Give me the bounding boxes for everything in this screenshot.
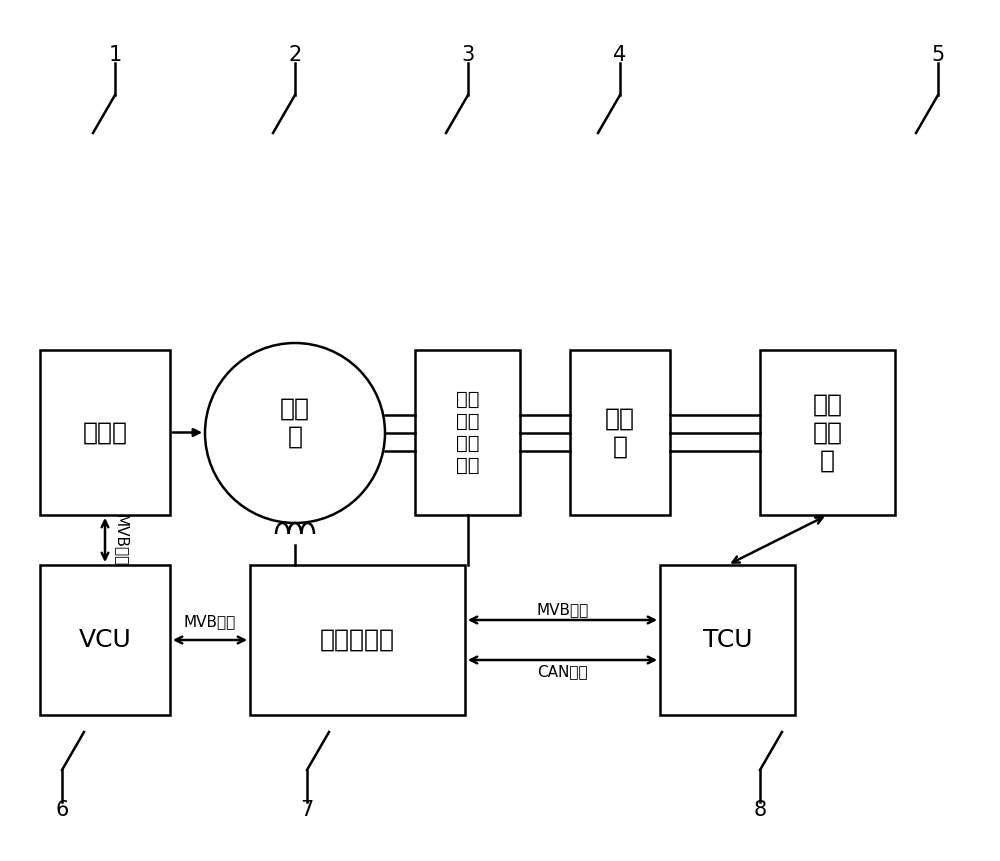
Text: 2: 2: [288, 45, 302, 65]
Text: TCU: TCU: [703, 628, 752, 652]
Bar: [660, 565, 795, 715]
Circle shape: [205, 343, 385, 523]
Bar: [40, 350, 170, 515]
Text: CAN总线: CAN总线: [537, 665, 588, 679]
Text: 8: 8: [753, 800, 767, 820]
Text: 3: 3: [461, 45, 475, 65]
Text: 6: 6: [55, 800, 69, 820]
Text: 1: 1: [108, 45, 122, 65]
Text: MVB总线: MVB总线: [114, 514, 128, 567]
Text: 电压
电流
检测
装置: 电压 电流 检测 装置: [456, 390, 479, 475]
Text: 发电
机: 发电 机: [280, 397, 310, 449]
Bar: [250, 565, 465, 715]
Text: 牵引
变流
器: 牵引 变流 器: [812, 393, 842, 473]
Bar: [760, 350, 895, 515]
Bar: [40, 565, 170, 715]
Text: VCU: VCU: [79, 628, 131, 652]
Text: 整流
器: 整流 器: [605, 406, 635, 458]
Text: 励磁控制器: 励磁控制器: [320, 628, 395, 652]
Text: 7: 7: [300, 800, 314, 820]
Text: MVB总线: MVB总线: [184, 615, 236, 629]
Text: 4: 4: [613, 45, 627, 65]
Bar: [415, 350, 520, 515]
Bar: [570, 350, 670, 515]
Text: 柴油机: 柴油机: [82, 420, 128, 444]
Text: MVB总线: MVB总线: [536, 603, 589, 617]
Text: 5: 5: [931, 45, 945, 65]
